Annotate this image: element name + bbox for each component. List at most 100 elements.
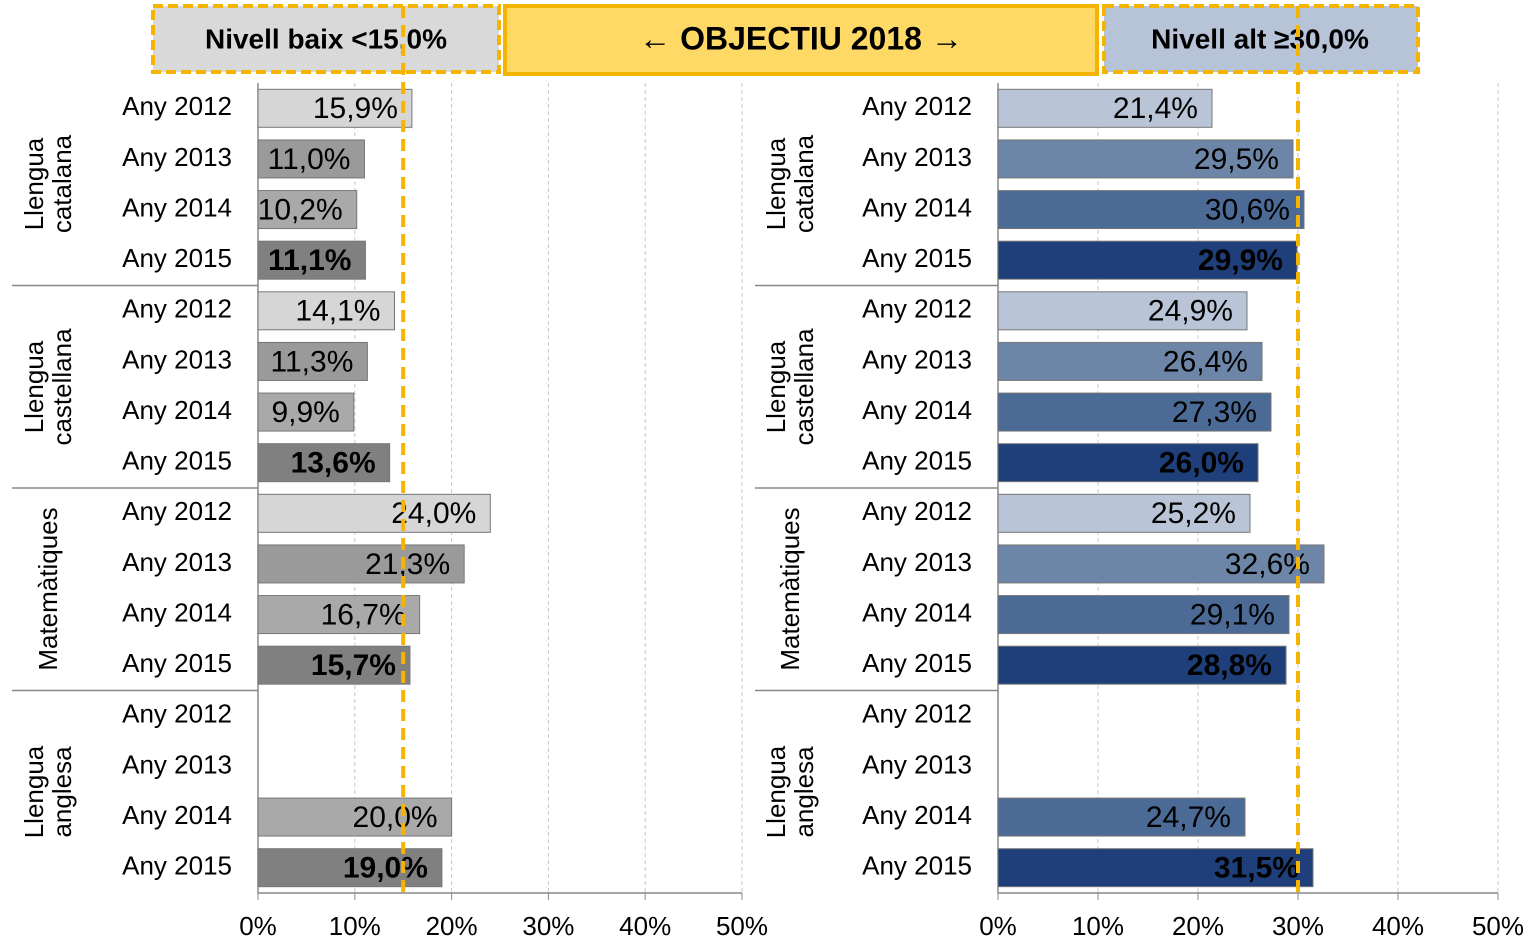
y-tick-label: Any 2014 <box>122 395 232 425</box>
y-tick-label: Any 2013 <box>122 344 232 374</box>
x-tick-label: 30% <box>522 911 574 941</box>
y-tick-label: Any 2015 <box>862 851 972 881</box>
low-level-box <box>151 4 501 74</box>
high-level-box <box>1102 4 1420 74</box>
y-tick-label: Any 2014 <box>122 192 232 222</box>
y-tick-label: Any 2012 <box>862 91 972 121</box>
x-tick-label: 20% <box>1172 911 1224 941</box>
bar <box>257 848 443 888</box>
x-tick-label: 0% <box>979 911 1017 941</box>
objective-box <box>503 4 1099 76</box>
bar <box>997 88 1213 128</box>
group-label: Matemàtiques <box>775 507 805 671</box>
value-label: 11,1% <box>268 244 351 277</box>
value-label: 21,4% <box>1113 92 1198 125</box>
value-label: 31,5% <box>1214 852 1299 885</box>
bar <box>997 645 1287 685</box>
y-tick-label: Any 2015 <box>862 648 972 678</box>
group-label: Llengua catalana <box>19 135 77 234</box>
bar <box>997 240 1298 280</box>
y-tick-label: Any 2013 <box>862 142 972 172</box>
y-tick-label: Any 2013 <box>862 749 972 779</box>
group-label: Matemàtiques <box>33 507 63 671</box>
group-label: Llengua castellana <box>761 328 819 446</box>
value-label: 27,3% <box>1172 396 1257 429</box>
value-label: 11,3% <box>271 345 354 378</box>
x-tick-label: 40% <box>1372 911 1424 941</box>
x-tick-label: 40% <box>619 911 671 941</box>
y-tick-label: Any 2012 <box>122 496 232 526</box>
x-tick-label: 50% <box>716 911 768 941</box>
value-label: 29,5% <box>1194 143 1279 176</box>
value-label: 29,1% <box>1190 598 1275 631</box>
bar <box>257 291 395 331</box>
y-tick-label: Any 2014 <box>862 800 972 830</box>
value-label: 28,8% <box>1187 649 1272 682</box>
bar <box>257 797 453 837</box>
objective-title: ← OBJECTIU 2018 → <box>639 20 963 56</box>
y-tick-label: Any 2012 <box>862 496 972 526</box>
bar <box>257 595 421 635</box>
y-tick-label: Any 2012 <box>122 91 232 121</box>
y-tick-label: Any 2014 <box>122 800 232 830</box>
bar <box>997 139 1294 179</box>
bar <box>997 341 1263 381</box>
bar <box>257 190 358 230</box>
y-tick-label: Any 2013 <box>122 547 232 577</box>
y-tick-label: Any 2014 <box>862 597 972 627</box>
value-label: 26,4% <box>1163 345 1248 378</box>
y-tick-label: Any 2015 <box>862 243 972 273</box>
y-tick-label: Any 2013 <box>862 344 972 374</box>
value-label: 21,3% <box>365 548 450 581</box>
bar <box>997 797 1246 837</box>
bar <box>257 493 491 533</box>
y-tick-label: Any 2015 <box>862 446 972 476</box>
bar <box>997 544 1325 584</box>
value-label: 16,7% <box>321 598 406 631</box>
bar <box>257 88 413 128</box>
value-label: 15,9% <box>313 92 398 125</box>
group-label: Llengua anglesa <box>19 745 77 839</box>
bar <box>257 392 355 432</box>
value-label: 26,0% <box>1159 447 1244 480</box>
value-label: 24,7% <box>1146 801 1231 834</box>
value-label: 25,2% <box>1151 497 1236 530</box>
bar <box>257 544 465 584</box>
group-label: Llengua catalana <box>761 135 819 234</box>
y-tick-label: Any 2014 <box>862 395 972 425</box>
y-tick-label: Any 2015 <box>122 648 232 678</box>
x-tick-label: 10% <box>1072 911 1124 941</box>
bar <box>997 595 1290 635</box>
y-tick-label: Any 2012 <box>122 294 232 324</box>
y-tick-label: Any 2014 <box>862 192 972 222</box>
x-tick-label: 50% <box>1472 911 1524 941</box>
bar <box>257 341 368 381</box>
value-label: 20,0% <box>353 801 438 834</box>
value-label: 13,6% <box>291 447 376 480</box>
value-label: 10,2% <box>258 193 343 226</box>
y-tick-label: Any 2013 <box>122 749 232 779</box>
annotation: Nivell alt ≥30,0% <box>1151 23 1369 54</box>
bar <box>997 443 1259 483</box>
bar <box>257 139 365 179</box>
bar <box>997 291 1248 331</box>
bar <box>257 240 366 280</box>
group-label: Llengua castellana <box>19 328 77 446</box>
x-tick-label: 10% <box>329 911 381 941</box>
x-tick-label: 30% <box>1272 911 1324 941</box>
y-tick-label: Any 2013 <box>122 142 232 172</box>
value-label: 30,6% <box>1205 193 1290 226</box>
y-tick-label: Any 2012 <box>122 699 232 729</box>
bar <box>997 392 1272 432</box>
value-label: 15,7% <box>311 649 396 682</box>
bar <box>997 190 1305 230</box>
value-label: 9,9% <box>271 396 339 429</box>
y-tick-label: Any 2012 <box>862 699 972 729</box>
value-label: 24,0% <box>391 497 476 530</box>
annotation: Nivell baix <15,0% <box>205 23 447 54</box>
value-label: 14,1% <box>295 295 380 328</box>
y-tick-label: Any 2015 <box>122 446 232 476</box>
y-tick-label: Any 2015 <box>122 851 232 881</box>
